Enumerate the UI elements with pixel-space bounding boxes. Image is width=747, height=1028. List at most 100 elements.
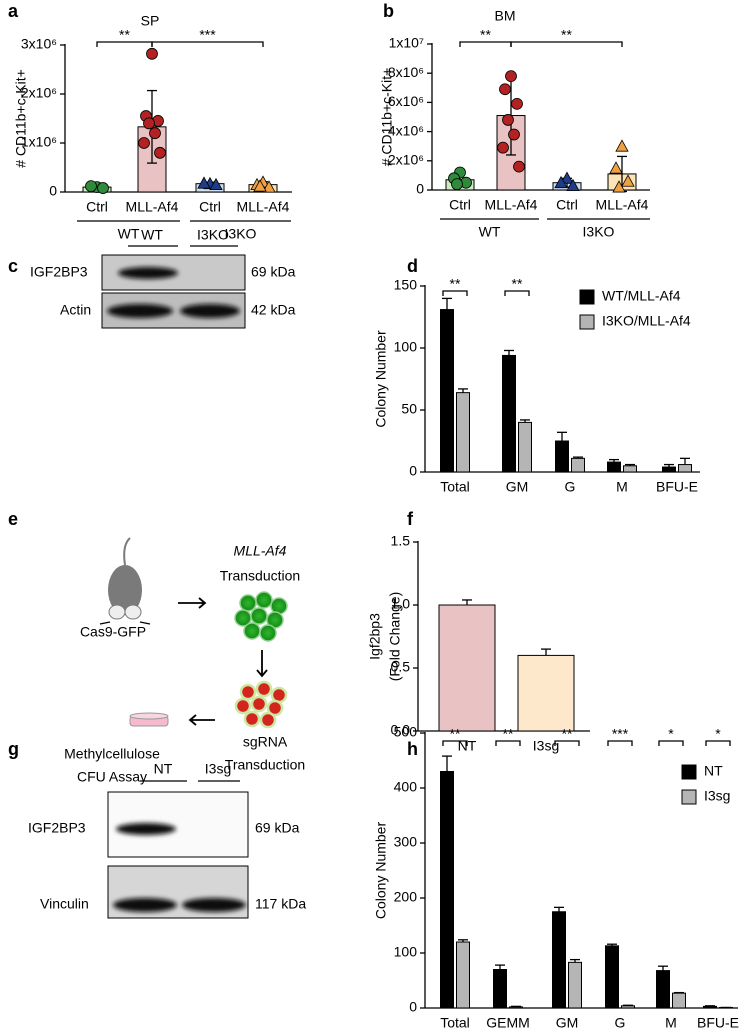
x-tick-label: Total	[440, 1015, 470, 1028]
diagram-label: Transduction	[225, 757, 305, 773]
legend-swatch	[681, 764, 697, 780]
legend-swatch	[579, 314, 595, 330]
band	[182, 898, 246, 912]
legend-swatch	[579, 289, 595, 305]
diagram-label: sgRNA	[243, 734, 288, 750]
panel-letter: g	[8, 739, 19, 759]
y-tick-label: 150	[394, 277, 418, 293]
group-label: WT	[118, 226, 140, 242]
lane-label: I3KO	[197, 227, 229, 243]
y-tick-label: 1x10⁷	[389, 35, 424, 51]
y-tick-label: 2x10⁶	[388, 152, 424, 168]
data-point	[554, 175, 568, 189]
size-label: 69 kDa	[251, 264, 296, 280]
significance-label: **	[119, 27, 130, 43]
row-label: Actin	[60, 302, 91, 318]
y-axis-label: (Fold Change)	[387, 592, 403, 682]
y-tick-label: 0	[409, 999, 417, 1015]
y-tick-label: 50	[401, 401, 417, 417]
data-point	[143, 117, 155, 130]
bar	[509, 1006, 523, 1009]
x-tick-label: I3sg	[533, 738, 559, 754]
x-tick-label: Total	[440, 479, 470, 495]
arrow	[256, 650, 268, 678]
band	[116, 823, 176, 835]
y-tick-label: 1x10⁶	[21, 134, 57, 150]
bar	[518, 421, 532, 473]
y-tick-label: 0	[416, 181, 424, 197]
diagram-label: MLL-Af4	[234, 543, 287, 559]
significance-label: **	[562, 726, 573, 742]
significance-bracket	[705, 740, 731, 746]
x-tick-label: GM	[556, 1015, 579, 1028]
group-label: I3KO	[225, 226, 257, 242]
mouse-icon	[99, 537, 151, 625]
bar	[672, 992, 686, 1009]
group-label: WT	[479, 224, 501, 240]
bar	[568, 961, 582, 1009]
panel-letter: h	[407, 739, 418, 759]
data-point	[505, 70, 517, 83]
y-axis-label: # CD11b+c-Kit+	[13, 69, 29, 168]
significance-bracket	[459, 41, 512, 47]
bar	[571, 457, 585, 473]
data-point	[451, 178, 463, 191]
x-tick-label: MLL-Af4	[126, 199, 179, 215]
significance-bracket	[96, 41, 153, 47]
panel-letter: c	[8, 256, 18, 276]
band	[107, 304, 173, 318]
data-point	[138, 137, 150, 149]
diagram-label: CFU Assay	[77, 769, 147, 785]
arrow	[178, 597, 207, 609]
panel-letter: b	[383, 1, 394, 21]
blot: WT I3KO IGF2BP3 Actin 69 kDa 42 kDa	[30, 227, 296, 329]
data-point	[253, 179, 267, 192]
significance-bracket	[442, 290, 468, 296]
data-point	[197, 176, 211, 189]
y-tick-label: 4x10⁶	[388, 122, 424, 138]
row-label: Vinculin	[40, 896, 89, 912]
y-axis-label: Colony Number	[373, 330, 389, 428]
bar	[456, 392, 470, 473]
x-tick-label: MLL-Af4	[485, 197, 538, 213]
x-tick-label: BFU-E	[656, 479, 698, 495]
lane-label: NT	[154, 761, 173, 777]
diagram: Cas9-GFP MLL-Af4 Transduction Methylcell…	[64, 537, 305, 785]
bar	[438, 604, 496, 732]
data-point	[513, 160, 525, 173]
size-label: 117 kDa	[255, 896, 306, 912]
y-axis-label: # CD11b+c-Kit+	[379, 68, 395, 167]
significance-bracket	[495, 740, 521, 746]
data-point	[154, 146, 166, 159]
significance-label: **	[512, 276, 523, 292]
size-label: 69 kDa	[255, 820, 300, 836]
bar	[493, 969, 507, 1009]
x-tick-label: G	[615, 1015, 626, 1028]
data-point	[262, 180, 276, 193]
y-tick-label: 1.5	[391, 533, 411, 549]
arrow	[188, 714, 215, 726]
y-tick-label: 100	[394, 944, 418, 960]
significance-label: **	[480, 27, 491, 43]
data-point	[146, 47, 158, 60]
data-point	[566, 178, 580, 192]
y-tick-label: 1.0	[391, 596, 411, 612]
data-point	[508, 128, 520, 141]
x-tick-label: GEMM	[486, 1015, 530, 1028]
y-tick-label: 0.0	[391, 722, 411, 738]
significance-bracket	[607, 740, 633, 746]
x-tick-label: MLL-Af4	[596, 197, 649, 213]
bar	[456, 941, 470, 1009]
panel-letter: d	[407, 256, 418, 276]
y-tick-label: 0	[49, 183, 57, 199]
bar	[703, 1005, 717, 1009]
bar	[440, 309, 454, 473]
diagram-label: Methylcellulose	[64, 746, 160, 762]
data-point	[621, 174, 635, 187]
data-point	[609, 161, 623, 174]
bar	[623, 465, 637, 473]
bar	[678, 464, 692, 473]
diagram-label: Cas9-GFP	[80, 624, 146, 640]
dish-icon	[129, 712, 169, 727]
significance-bracket	[504, 290, 530, 296]
